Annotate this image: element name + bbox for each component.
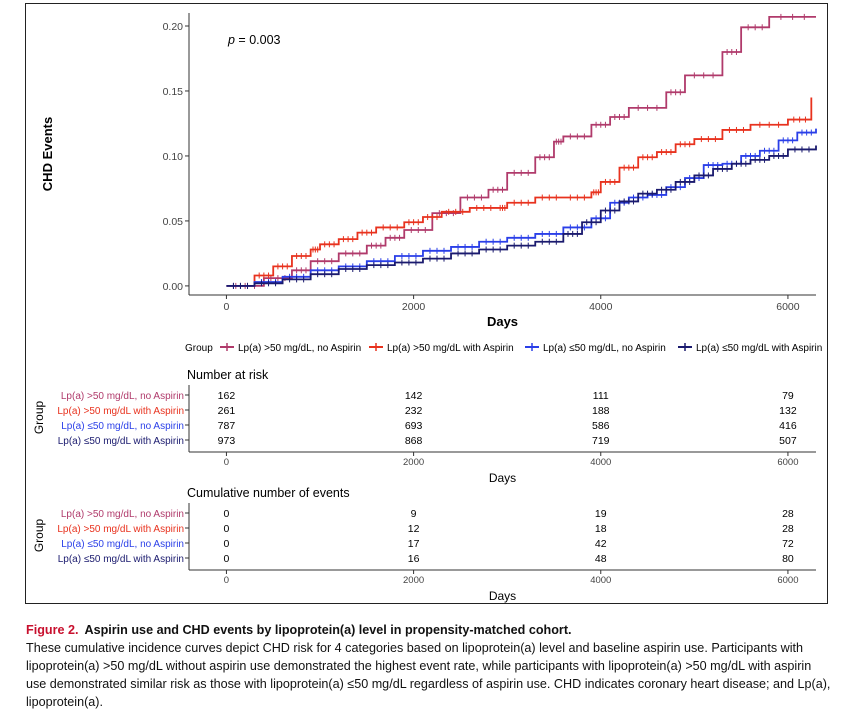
- events-table-x-tick-label: 4000: [590, 575, 611, 586]
- events-table-x-tick-label: 6000: [777, 575, 798, 586]
- events-table-cell: 19: [595, 508, 607, 520]
- events-table-cell: 28: [782, 508, 794, 520]
- x-tick-label: 2000: [402, 301, 426, 313]
- risk-table-x-tick-label: 2000: [403, 457, 424, 468]
- events-table-x-tick-label: 0: [224, 575, 229, 586]
- x-tick-label: 4000: [589, 301, 613, 313]
- risk-table-cell: 111: [593, 390, 609, 402]
- x-tick-label: 0: [224, 301, 230, 313]
- events-table-x-tick-label: 2000: [403, 575, 424, 586]
- events-table-cell: 9: [411, 508, 417, 520]
- caption-label: Figure 2.: [26, 623, 79, 637]
- risk-table-x-tick-label: 6000: [777, 457, 798, 468]
- risk-table-x-tick-label: 4000: [590, 457, 611, 468]
- events-table-row-label: Lp(a) >50 mg/dL, no Aspirin: [61, 509, 184, 520]
- legend-label: Lp(a) ≤50 mg/dL, no Aspirin: [543, 343, 666, 354]
- events-table-cell: 17: [408, 538, 420, 550]
- events-table-cell: 0: [224, 508, 230, 520]
- p-value-annotation: p = 0.003: [227, 33, 281, 47]
- figure-svg: 0.00 0.05 0.10 0.15 0.20 0 2000 4000 6000 Days CHD…: [32, 13, 822, 603]
- risk-table-row-label: Lp(a) >50 mg/dL with Aspirin: [57, 406, 184, 417]
- risk-table-row-label: Lp(a) ≤50 mg/dL with Aspirin: [58, 436, 184, 447]
- events-table-cell: 12: [408, 523, 420, 535]
- risk-table-cell: 868: [405, 435, 423, 447]
- risk-table-cell: 586: [592, 420, 610, 432]
- events-table-x-axis-title: Days: [489, 589, 516, 603]
- risk-table-cell: 132: [779, 405, 797, 417]
- risk-table-row-label: Lp(a) ≤50 mg/dL, no Aspirin: [61, 421, 184, 432]
- y-tick-label: 0.00: [163, 281, 184, 293]
- risk-table-cell: 507: [779, 435, 797, 447]
- events-table-cell: 0: [224, 523, 230, 535]
- risk-table-cell: 232: [405, 405, 423, 417]
- risk-table-cell: 973: [218, 435, 236, 447]
- y-tick-label: 0.05: [163, 216, 184, 228]
- legend-label: Lp(a) ≤50 mg/dL with Aspirin: [696, 343, 822, 354]
- risk-table-cell: 693: [405, 420, 423, 432]
- risk-table-cell: 719: [592, 435, 610, 447]
- risk-table-group-label: Group: [32, 401, 46, 435]
- legend-label: Lp(a) >50 mg/dL with Aspirin: [387, 343, 514, 354]
- y-axis-title: CHD Events: [40, 117, 55, 191]
- events-table-cell: 48: [595, 553, 607, 565]
- risk-table-title: Number at risk: [187, 368, 269, 382]
- caption-body: These cumulative incidence curves depict…: [26, 641, 831, 709]
- series-line: [226, 97, 813, 287]
- risk-table-cell: 787: [218, 420, 236, 432]
- y-tick-label: 0.10: [163, 151, 184, 163]
- y-tick-label: 0.20: [163, 21, 184, 33]
- figure-frame: 0.00 0.05 0.10 0.15 0.20 0 2000 4000 6000 Days CHD…: [25, 3, 828, 604]
- events-table-row-label: Lp(a) ≤50 mg/dL, no Aspirin: [61, 539, 184, 550]
- caption-title: Aspirin use and CHD events by lipoprotei…: [84, 623, 572, 637]
- events-table-cell: 42: [595, 538, 607, 550]
- events-table-cell: 18: [595, 523, 607, 535]
- x-tick-label: 6000: [776, 301, 800, 313]
- events-table-cell: 0: [224, 538, 230, 550]
- y-tick-label: 0.15: [163, 86, 184, 98]
- risk-table-x-tick-label: 0: [224, 457, 229, 468]
- risk-table-cell: 162: [218, 390, 236, 402]
- risk-table-cell: 416: [779, 420, 797, 432]
- risk-table-cell: 261: [218, 405, 236, 417]
- risk-table-row-label: Lp(a) >50 mg/dL, no Aspirin: [61, 391, 184, 402]
- series-line: [226, 128, 817, 287]
- events-table-cell: 28: [782, 523, 794, 535]
- events-table-row-label: Lp(a) >50 mg/dL with Aspirin: [57, 524, 184, 535]
- events-table-cell: 0: [224, 553, 230, 565]
- events-table-row-label: Lp(a) ≤50 mg/dL with Aspirin: [58, 554, 184, 565]
- events-table-cell: 80: [782, 553, 794, 565]
- events-table-group-label: Group: [32, 519, 46, 553]
- events-table-cell: 72: [782, 538, 794, 550]
- legend-label: Lp(a) >50 mg/dL, no Aspirin: [238, 343, 361, 354]
- risk-table-cell: 188: [592, 405, 610, 417]
- x-axis-title: Days: [487, 314, 518, 329]
- risk-table-cell: 142: [405, 390, 423, 402]
- events-table-cell: 16: [408, 553, 420, 565]
- risk-table-x-axis-title: Days: [489, 471, 516, 485]
- figure-caption: Figure 2. Aspirin use and CHD events by l…: [26, 621, 832, 711]
- legend-title: Group: [185, 343, 213, 354]
- events-table-title: Cumulative number of events: [187, 486, 350, 500]
- risk-table-cell: 79: [782, 390, 794, 402]
- series-line: [226, 145, 817, 287]
